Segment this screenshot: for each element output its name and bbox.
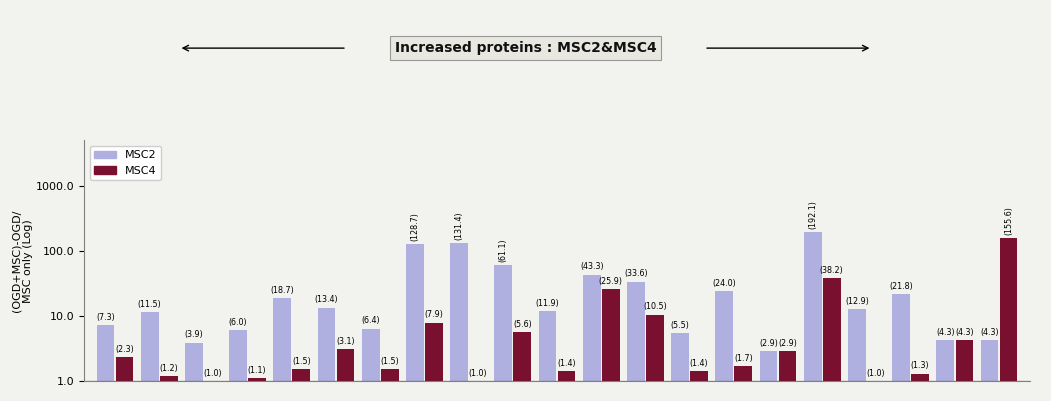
Bar — [406, 244, 424, 401]
Bar — [494, 265, 512, 401]
Text: (128.7): (128.7) — [411, 212, 419, 241]
Text: (33.6): (33.6) — [624, 269, 647, 278]
Bar — [514, 332, 531, 401]
Bar — [892, 294, 910, 401]
Text: (1.5): (1.5) — [292, 357, 311, 366]
Bar — [848, 309, 866, 401]
Text: (38.2): (38.2) — [820, 266, 844, 275]
Bar — [602, 289, 620, 401]
Bar — [229, 330, 247, 401]
Text: (1.0): (1.0) — [204, 369, 222, 378]
Text: (5.6): (5.6) — [513, 320, 532, 329]
Text: (4.3): (4.3) — [936, 328, 954, 336]
Text: (1.5): (1.5) — [380, 357, 399, 366]
Bar — [336, 349, 354, 401]
Text: (3.9): (3.9) — [185, 330, 203, 339]
Bar — [160, 376, 178, 401]
Text: (13.4): (13.4) — [314, 296, 338, 304]
Bar — [1000, 238, 1017, 401]
Text: (2.9): (2.9) — [759, 339, 778, 348]
Text: (1.1): (1.1) — [248, 366, 267, 375]
Text: (131.4): (131.4) — [455, 211, 463, 240]
Text: (7.9): (7.9) — [425, 310, 444, 319]
Text: (3.1): (3.1) — [336, 337, 355, 346]
Bar — [716, 291, 734, 401]
Text: (61.1): (61.1) — [499, 238, 508, 261]
Text: (21.8): (21.8) — [889, 282, 913, 291]
Text: (18.7): (18.7) — [270, 286, 294, 295]
Bar — [583, 275, 600, 401]
Bar — [185, 342, 203, 401]
Bar — [317, 308, 335, 401]
Text: (1.0): (1.0) — [867, 369, 885, 378]
Text: (11.9): (11.9) — [536, 299, 559, 308]
Text: (1.4): (1.4) — [557, 359, 576, 368]
Text: (1.7): (1.7) — [734, 354, 753, 363]
Bar — [558, 371, 575, 401]
Bar — [646, 314, 664, 401]
Text: (4.3): (4.3) — [955, 328, 973, 336]
Text: (11.5): (11.5) — [138, 300, 162, 309]
Bar — [779, 351, 797, 401]
Text: (1.3): (1.3) — [911, 361, 929, 371]
Text: (10.5): (10.5) — [643, 302, 666, 311]
Bar — [627, 282, 644, 401]
Text: (7.3): (7.3) — [96, 313, 115, 322]
Bar — [141, 312, 159, 401]
Text: (4.3): (4.3) — [981, 328, 998, 336]
Bar — [981, 340, 998, 401]
Text: (24.0): (24.0) — [713, 279, 736, 288]
Text: (192.1): (192.1) — [808, 200, 818, 229]
Bar — [804, 233, 822, 401]
Bar — [470, 381, 487, 401]
Text: (1.2): (1.2) — [160, 364, 178, 373]
Text: (1.0): (1.0) — [469, 369, 488, 378]
Text: (155.6): (155.6) — [1004, 206, 1013, 235]
Bar — [867, 381, 885, 401]
Bar — [292, 369, 310, 401]
Bar — [911, 374, 929, 401]
Bar — [760, 351, 778, 401]
Text: (2.9): (2.9) — [778, 339, 797, 348]
Bar — [425, 322, 442, 401]
Bar — [248, 378, 266, 401]
Bar — [273, 298, 291, 401]
Bar — [955, 340, 973, 401]
Bar — [823, 278, 841, 401]
Text: (43.3): (43.3) — [580, 262, 603, 271]
Bar — [936, 340, 954, 401]
Text: (25.9): (25.9) — [599, 277, 623, 286]
Y-axis label: (OGD+MSC)-OGD/
MSC only (Log): (OGD+MSC)-OGD/ MSC only (Log) — [12, 209, 33, 312]
Bar — [691, 371, 708, 401]
Legend: MSC2, MSC4: MSC2, MSC4 — [89, 146, 161, 180]
Bar — [450, 243, 468, 401]
Text: (1.4): (1.4) — [689, 359, 708, 368]
Text: Increased proteins : MSC2&MSC4: Increased proteins : MSC2&MSC4 — [394, 41, 657, 55]
Bar — [362, 328, 379, 401]
Bar — [97, 325, 115, 401]
Bar — [735, 366, 753, 401]
Bar — [380, 369, 398, 401]
Bar — [539, 311, 556, 401]
Text: (6.4): (6.4) — [362, 316, 380, 325]
Text: (5.5): (5.5) — [671, 320, 689, 330]
Bar — [672, 333, 689, 401]
Text: (2.3): (2.3) — [116, 345, 133, 354]
Text: (6.0): (6.0) — [229, 318, 247, 327]
Text: (12.9): (12.9) — [845, 296, 869, 306]
Bar — [116, 357, 133, 401]
Bar — [204, 381, 222, 401]
